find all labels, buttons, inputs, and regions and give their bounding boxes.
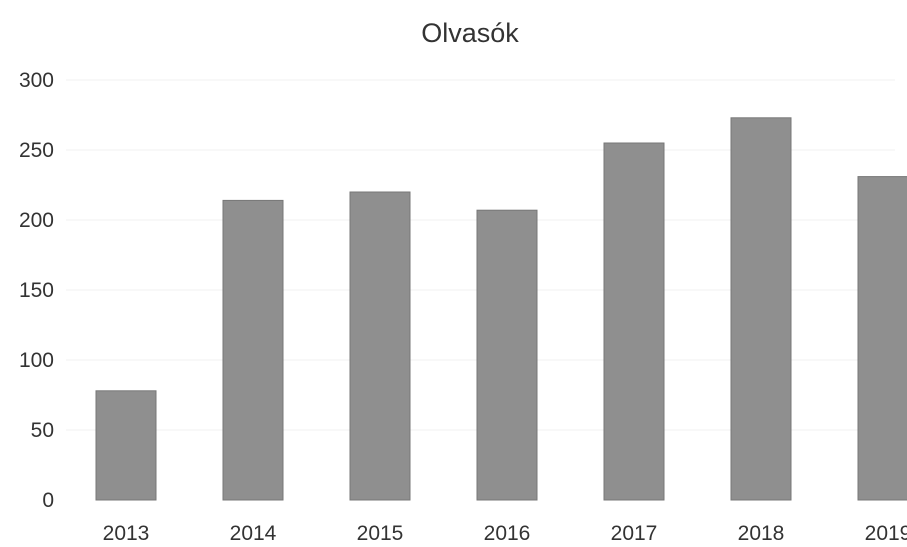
bar-2016 <box>476 209 538 501</box>
x-tick-label: 2015 <box>357 522 404 545</box>
x-tick-label: 2018 <box>738 522 785 545</box>
bar-2017 <box>603 142 665 501</box>
bar-2019 <box>857 176 907 501</box>
x-tick-label: 2014 <box>230 522 277 545</box>
y-tick-label: 0 <box>42 489 54 512</box>
y-tick-label: 300 <box>19 69 54 92</box>
bar-2015 <box>349 191 411 501</box>
bars <box>95 117 907 501</box>
x-tick-label: 2016 <box>484 522 531 545</box>
x-tick-label: 2013 <box>103 522 150 545</box>
y-tick-label: 200 <box>19 209 54 232</box>
chart-title: Olvasók <box>421 18 519 48</box>
y-tick-label: 100 <box>19 349 54 372</box>
y-axis-tick-labels: 0 50 100 150 200 250 300 <box>19 69 54 512</box>
y-tick-label: 50 <box>31 419 54 442</box>
bar-2018 <box>730 117 792 501</box>
bar-2014 <box>222 199 284 501</box>
x-axis-tick-labels: 2013 2014 2015 2016 2017 2018 2019 <box>103 522 907 545</box>
y-tick-label: 150 <box>19 279 54 302</box>
y-tick-label: 250 <box>19 139 54 162</box>
x-tick-label: 2019 <box>865 522 907 545</box>
x-tick-label: 2017 <box>611 522 658 545</box>
bar-2013 <box>95 390 157 501</box>
